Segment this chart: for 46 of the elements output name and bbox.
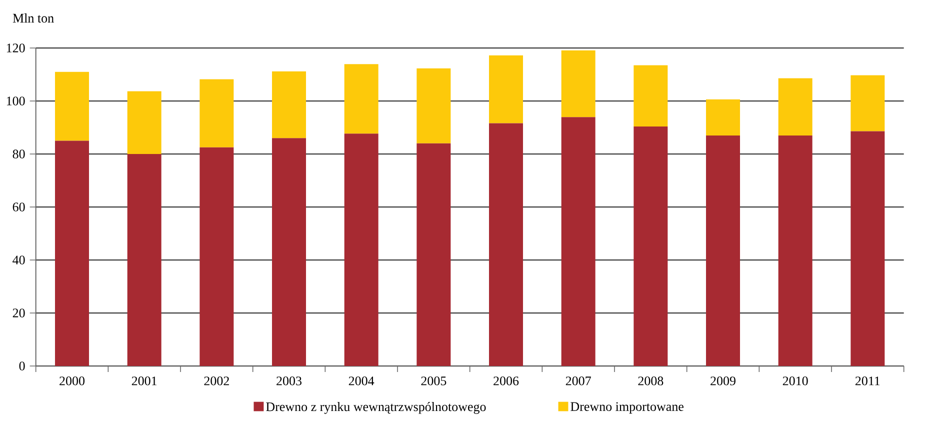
bar <box>706 99 740 136</box>
legend-label: Drewno z rynku wewnątrzwspólnotowego <box>266 402 486 414</box>
x-tick-label: 2008 <box>638 376 664 386</box>
bar <box>561 50 596 118</box>
bar <box>489 55 524 124</box>
bar <box>55 140 90 366</box>
bar <box>344 64 378 134</box>
bar <box>416 68 451 144</box>
bar <box>55 72 90 141</box>
x-tick-label: 2010 <box>782 376 808 386</box>
y-axis-title: Mln ton <box>12 13 54 23</box>
bar <box>706 135 740 366</box>
bar <box>489 123 524 366</box>
x-tick-label: 2007 <box>566 376 591 386</box>
y-tick-label: 120 <box>6 44 25 52</box>
bar <box>272 71 306 138</box>
x-tick-label: 2000 <box>60 376 85 386</box>
bar <box>850 75 885 132</box>
x-tick-label: 2004 <box>348 376 374 386</box>
legend-label: Drewno importowane <box>570 402 684 414</box>
x-tick-label: 2009 <box>710 376 736 386</box>
y-tick-label: 80 <box>12 150 25 158</box>
bar <box>850 131 885 366</box>
x-tick-label: 2001 <box>132 376 157 386</box>
bar <box>634 65 668 126</box>
bar <box>778 78 812 136</box>
y-tick-label: 60 <box>12 202 25 212</box>
bar <box>272 138 306 366</box>
bar <box>127 154 162 366</box>
bar <box>200 147 234 366</box>
y-tick-label: 40 <box>12 256 25 264</box>
bar <box>634 126 668 366</box>
x-tick-label: 2002 <box>204 376 229 386</box>
bar <box>200 79 234 148</box>
x-tick-label: 2006 <box>494 376 519 386</box>
y-tick-label: 20 <box>12 308 25 318</box>
x-tick-label: 2003 <box>276 376 302 386</box>
y-tick-label: 100 <box>6 96 25 106</box>
bar <box>561 117 596 366</box>
bar <box>344 134 378 366</box>
bar <box>416 143 451 366</box>
x-tick-label: 2011 <box>855 376 880 386</box>
bar <box>127 91 162 154</box>
bar <box>778 135 812 366</box>
y-tick-label: 0 <box>19 362 25 370</box>
x-tick-label: 2005 <box>421 376 446 386</box>
